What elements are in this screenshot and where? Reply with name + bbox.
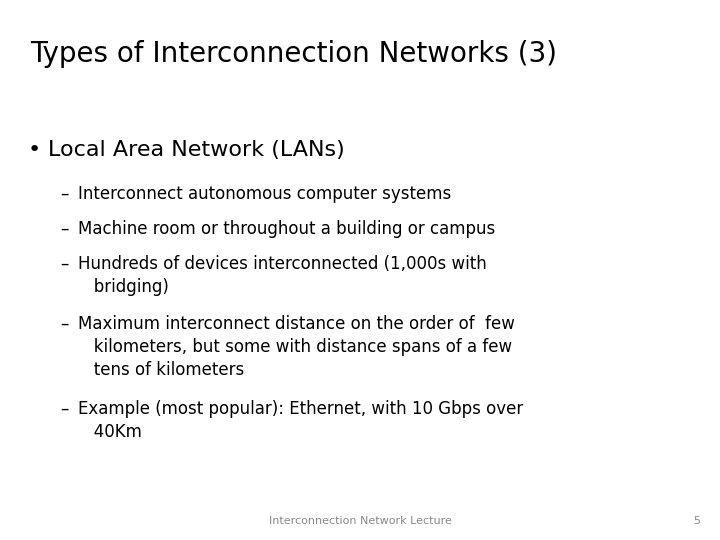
Text: –: –: [60, 400, 68, 418]
Text: Interconnection Network Lecture: Interconnection Network Lecture: [269, 516, 451, 526]
Text: Local Area Network (LANs): Local Area Network (LANs): [48, 140, 345, 160]
Text: –: –: [60, 315, 68, 333]
Text: –: –: [60, 220, 68, 238]
Text: •: •: [28, 140, 41, 160]
Text: Example (most popular): Ethernet, with 10 Gbps over
   40Km: Example (most popular): Ethernet, with 1…: [78, 400, 523, 441]
Text: Machine room or throughout a building or campus: Machine room or throughout a building or…: [78, 220, 495, 238]
Text: Interconnect autonomous computer systems: Interconnect autonomous computer systems: [78, 185, 451, 203]
Text: –: –: [60, 185, 68, 203]
Text: Maximum interconnect distance on the order of  few
   kilometers, but some with : Maximum interconnect distance on the ord…: [78, 315, 515, 379]
Text: Hundreds of devices interconnected (1,000s with
   bridging): Hundreds of devices interconnected (1,00…: [78, 255, 487, 296]
Text: Types of Interconnection Networks (3): Types of Interconnection Networks (3): [30, 40, 557, 68]
Text: 5: 5: [693, 516, 700, 526]
Text: –: –: [60, 255, 68, 273]
